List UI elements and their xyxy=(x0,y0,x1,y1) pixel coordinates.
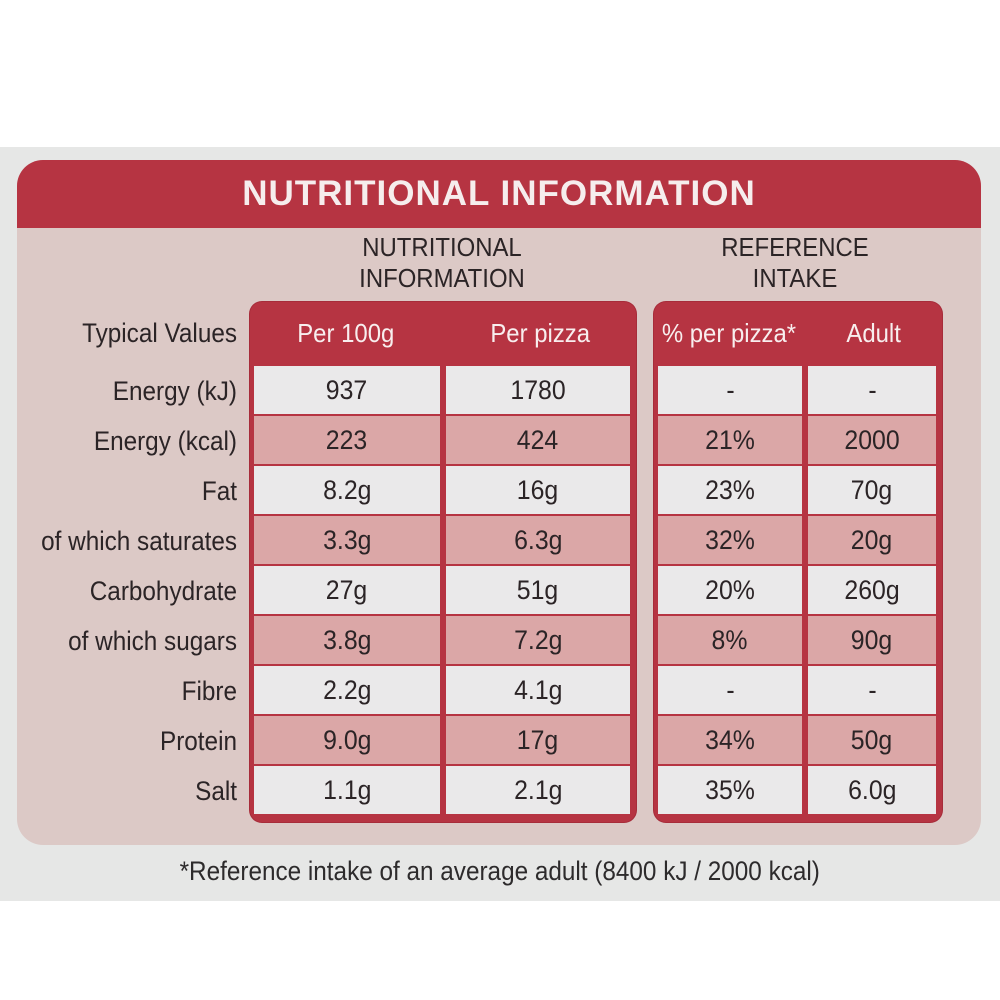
cell-pct-per-pizza: 20% xyxy=(658,566,802,614)
group-title-nutritional-line1: NUTRITIONAL xyxy=(362,232,522,262)
cell-adult: 2000 xyxy=(808,416,936,464)
cell-per-pizza: 2.1g xyxy=(446,766,630,814)
row-label: of which sugars xyxy=(68,626,238,656)
cell-per-pizza: 7.2g xyxy=(446,616,630,664)
cell-pct-per-pizza: 35% xyxy=(658,766,802,814)
cell-per-100g: 27g xyxy=(254,566,440,614)
cell-per-100g: 223 xyxy=(254,416,440,464)
cell-per-100g: 1.1g xyxy=(254,766,440,814)
row-label: Energy (kJ) xyxy=(112,376,237,406)
cell-per-100g: 937 xyxy=(254,366,440,414)
cell-pct-per-pizza: 21% xyxy=(658,416,802,464)
row-label: Protein xyxy=(159,726,237,756)
group-title-reference-line1: REFERENCE xyxy=(721,232,869,262)
cell-per-pizza: 4.1g xyxy=(446,666,630,714)
cell-per-100g: 3.3g xyxy=(254,516,440,564)
row-label: Carbohydrate xyxy=(89,576,237,606)
cell-per-100g: 2.2g xyxy=(254,666,440,714)
cell-adult: 6.0g xyxy=(808,766,936,814)
cell-per-100g: 8.2g xyxy=(254,466,440,514)
reference-table: % per pizza* Adult - -21% 2000 23% 70g 32% 20g… xyxy=(654,302,942,822)
column-header-pct-per-pizza: % per pizza* xyxy=(661,317,797,348)
group-title-reference-line2: INTAKE xyxy=(752,263,838,293)
cell-per-pizza: 424 xyxy=(446,416,630,464)
column-header-per-100g: Per 100g xyxy=(297,317,395,348)
row-label: Salt xyxy=(195,776,237,806)
footnote: *Reference intake of an average adult (8… xyxy=(179,856,821,886)
cell-adult: 70g xyxy=(808,466,936,514)
cell-per-pizza: 16g xyxy=(446,466,630,514)
row-label: Energy (kcal) xyxy=(93,426,237,456)
cell-adult: - xyxy=(808,666,936,714)
cell-per-100g: 9.0g xyxy=(254,716,440,764)
row-label: Fibre xyxy=(181,676,237,706)
cell-pct-per-pizza: 32% xyxy=(658,516,802,564)
typical-values-label: Typical Values xyxy=(82,318,237,348)
cell-pct-per-pizza: 34% xyxy=(658,716,802,764)
cell-per-pizza: 6.3g xyxy=(446,516,630,564)
cell-pct-per-pizza: 23% xyxy=(658,466,802,514)
panel-title: NUTRITIONAL INFORMATION xyxy=(17,160,981,228)
row-label: Fat xyxy=(201,476,237,506)
group-title-reference: REFERENCE INTAKE xyxy=(685,232,906,294)
cell-pct-per-pizza: - xyxy=(658,666,802,714)
nutritional-table: Per 100g Per pizza 937 1780 223 424 8.2g 16g 3… xyxy=(250,302,636,822)
group-title-nutritional-line2: INFORMATION xyxy=(359,263,525,293)
cell-adult: 90g xyxy=(808,616,936,664)
cell-pct-per-pizza: 8% xyxy=(658,616,802,664)
cell-per-pizza: 17g xyxy=(446,716,630,764)
cell-adult: 260g xyxy=(808,566,936,614)
column-header-adult: Adult xyxy=(846,317,902,348)
cell-adult: 20g xyxy=(808,516,936,564)
cell-pct-per-pizza: - xyxy=(658,366,802,414)
group-title-nutritional: NUTRITIONAL INFORMATION xyxy=(327,232,557,294)
cell-adult: 50g xyxy=(808,716,936,764)
column-header-per-pizza: Per pizza xyxy=(490,317,590,348)
cell-adult: - xyxy=(808,366,936,414)
cell-per-100g: 3.8g xyxy=(254,616,440,664)
cell-per-pizza: 1780 xyxy=(446,366,630,414)
row-label: of which saturates xyxy=(41,526,237,556)
cell-per-pizza: 51g xyxy=(446,566,630,614)
